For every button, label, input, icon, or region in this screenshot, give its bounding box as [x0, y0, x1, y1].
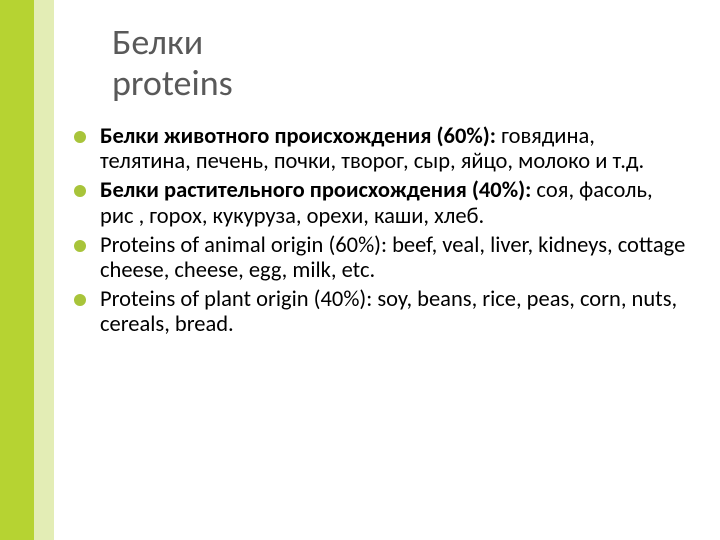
list-item-lead: Белки растительного происхождения (40%):	[100, 177, 536, 204]
list-item-rest: Proteins of plant origin (40%): soy, bea…	[100, 286, 677, 338]
list-item-rest: Proteins of animal origin (60%): beef, v…	[100, 232, 685, 284]
list-item: Proteins of animal origin (60%): beef, v…	[72, 233, 690, 283]
list-item-lead: Белки животного происхождения (60%):	[100, 123, 501, 150]
slide-title: Белки proteins	[112, 22, 233, 105]
title-line-1: Белки	[112, 22, 233, 63]
list-item: Proteins of plant origin (40%): soy, bea…	[72, 287, 690, 337]
title-line-2: proteins	[112, 63, 233, 104]
list-item: Белки животного происхождения (60%): гов…	[72, 124, 690, 174]
bullet-list: Белки животного происхождения (60%): гов…	[72, 124, 690, 338]
list-item: Белки растительного происхождения (40%):…	[72, 178, 690, 228]
side-accent-stripe	[0, 0, 54, 540]
slide-body: Белки животного происхождения (60%): гов…	[72, 124, 690, 342]
